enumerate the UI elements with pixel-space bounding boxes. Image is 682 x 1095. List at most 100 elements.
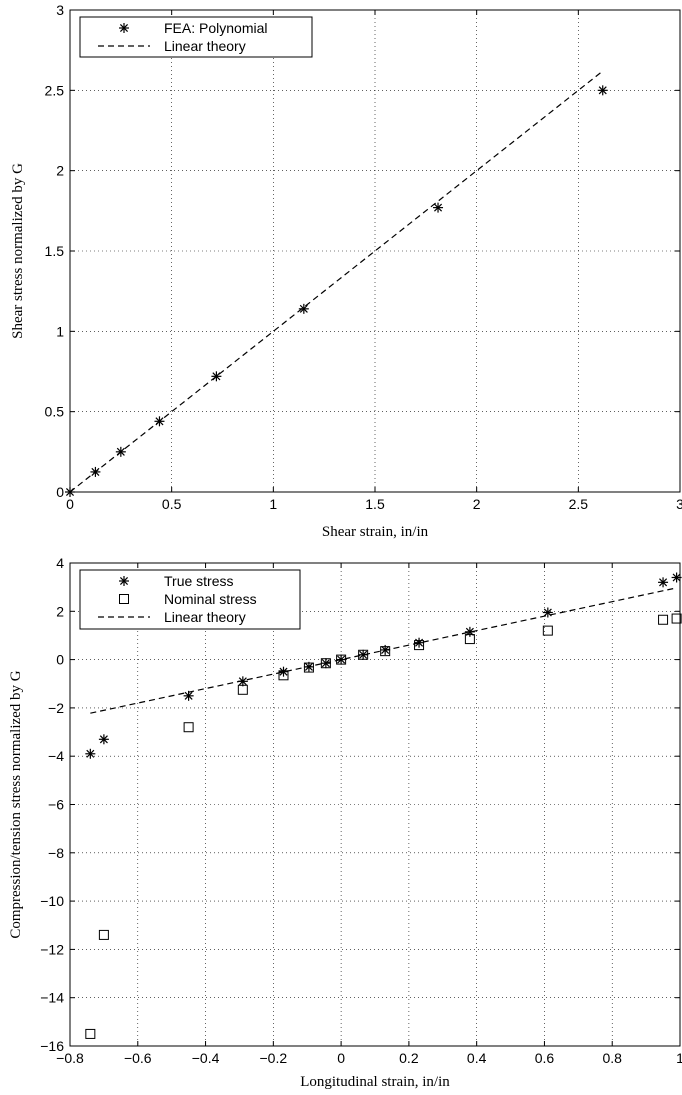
data-point-square bbox=[183, 722, 194, 733]
x-tick-label: 0 bbox=[66, 496, 74, 512]
data-point-asterisk bbox=[237, 676, 248, 687]
legend-box bbox=[79, 569, 301, 630]
y-tick-label: 3 bbox=[56, 2, 64, 18]
legend-asterisk-swatch bbox=[119, 576, 129, 586]
y-tick-label: 0 bbox=[56, 484, 64, 500]
data-point-square bbox=[671, 613, 682, 624]
legend-square-swatch bbox=[119, 594, 129, 604]
y-tick-label: −14 bbox=[40, 990, 64, 1006]
data-point-asterisk bbox=[671, 572, 682, 583]
x-tick-label: 0.8 bbox=[602, 1050, 622, 1066]
asterisk-stroke bbox=[238, 677, 247, 686]
longitudinal-stress-chart: −0.8 −0.6 −0.4 −0.2 0 0.2 0.4 0.6 0.8 1 −16 −14 −12 −… bbox=[8, 555, 682, 1090]
legend-label: Nominal stress bbox=[164, 591, 257, 607]
asterisk-stroke bbox=[184, 691, 193, 700]
x-tick-label: −0.6 bbox=[124, 1050, 152, 1066]
y-tick-label: −6 bbox=[48, 797, 64, 813]
data-point-asterisk bbox=[211, 371, 222, 382]
y-tick-label: −8 bbox=[48, 845, 64, 861]
y-tick-label: −2 bbox=[48, 700, 64, 716]
data-point-asterisk bbox=[85, 748, 96, 759]
asterisk-stroke bbox=[672, 573, 681, 582]
data-point-asterisk bbox=[278, 666, 289, 677]
series-fea-polynomial bbox=[65, 85, 608, 497]
grid-lines bbox=[70, 563, 680, 1046]
data-point-asterisk bbox=[336, 654, 347, 665]
data-point-square bbox=[303, 662, 314, 673]
x-tick-label: 0.2 bbox=[399, 1050, 419, 1066]
data-point-square bbox=[414, 640, 425, 651]
asterisk-stroke bbox=[299, 304, 308, 313]
x-axis-label: Shear strain, in/in bbox=[322, 524, 429, 540]
legend-label: True stress bbox=[164, 573, 234, 589]
x-tick-label: 0.6 bbox=[535, 1050, 555, 1066]
data-point-asterisk bbox=[98, 734, 109, 745]
y-tick-label: 2 bbox=[56, 163, 64, 179]
data-point-asterisk bbox=[658, 577, 669, 588]
data-point-asterisk bbox=[433, 202, 444, 213]
asterisk-stroke bbox=[99, 735, 108, 744]
series-linear-theory bbox=[69, 70, 604, 493]
x-tick-label: 3 bbox=[676, 496, 682, 512]
data-point-square bbox=[320, 658, 331, 669]
asterisk-stroke bbox=[434, 203, 443, 212]
legend-label: FEA: Polynomial bbox=[164, 20, 267, 36]
asterisk-stroke bbox=[119, 576, 129, 586]
asterisk-stroke bbox=[119, 23, 129, 33]
y-tick-label: 0.5 bbox=[45, 404, 65, 420]
legend-asterisk-swatch bbox=[119, 23, 129, 33]
data-point-asterisk bbox=[414, 637, 425, 648]
data-point-square bbox=[278, 670, 289, 681]
legend-label: Linear theory bbox=[164, 609, 246, 625]
x-tick-label: −0.8 bbox=[56, 1050, 84, 1066]
asterisk-stroke bbox=[543, 608, 552, 617]
y-tick-label: 2 bbox=[56, 603, 64, 619]
x-tick-label: 0.5 bbox=[162, 496, 182, 512]
legend-box bbox=[79, 16, 313, 58]
asterisk-stroke bbox=[359, 650, 368, 659]
x-tick-label: 2.5 bbox=[569, 496, 589, 512]
data-point-square bbox=[85, 1028, 96, 1039]
data-point-square bbox=[237, 684, 248, 695]
y-tick-label: 0 bbox=[56, 652, 64, 668]
data-point-square bbox=[658, 614, 669, 625]
y-tick-label: 4 bbox=[56, 555, 64, 571]
y-tick-label: 1.5 bbox=[45, 243, 65, 259]
asterisk-stroke bbox=[279, 667, 288, 676]
y-tick-label: 2.5 bbox=[45, 82, 65, 98]
data-point-square bbox=[542, 625, 553, 636]
asterisk-stroke bbox=[659, 578, 668, 587]
asterisk-stroke bbox=[337, 655, 346, 664]
data-point-asterisk bbox=[358, 649, 369, 660]
data-point-square bbox=[464, 634, 475, 645]
data-point-square bbox=[98, 929, 109, 940]
linear-theory-line bbox=[69, 70, 604, 493]
y-axis-label: Compression/tension stress normalized by… bbox=[8, 670, 24, 938]
y-tick-label: 1 bbox=[56, 323, 64, 339]
data-point-square bbox=[336, 654, 347, 665]
y-tick-label: −16 bbox=[40, 1038, 64, 1054]
y-tick-label: −12 bbox=[40, 941, 64, 957]
x-tick-label: 1 bbox=[676, 1050, 682, 1066]
asterisk-stroke bbox=[598, 86, 607, 95]
data-point-asterisk bbox=[183, 690, 194, 701]
x-tick-label: 2 bbox=[473, 496, 481, 512]
x-axis-label: Longitudinal strain, in/in bbox=[300, 1074, 450, 1090]
x-tick-label: −0.4 bbox=[192, 1050, 220, 1066]
x-tick-label: 0.4 bbox=[467, 1050, 487, 1066]
y-tick-label: −4 bbox=[48, 748, 64, 764]
legend: True stress Nominal stress Linear theory bbox=[79, 569, 301, 630]
series-nominal-stress bbox=[85, 613, 682, 1039]
asterisk-stroke bbox=[86, 749, 95, 758]
x-tick-label: 1 bbox=[269, 496, 277, 512]
shear-stress-chart: 0 0.5 1 1.5 2 2.5 3 0 0.5 1 1.5 2 2.5 3 Shear strain, … bbox=[10, 2, 682, 540]
legend: FEA: Polynomial Linear theory bbox=[79, 16, 313, 58]
y-axis-label: Shear stress normalized by G bbox=[10, 163, 26, 339]
grid-lines bbox=[70, 10, 680, 492]
data-point-asterisk bbox=[597, 85, 608, 96]
x-tick-label: −0.2 bbox=[260, 1050, 288, 1066]
x-tick-label: 0 bbox=[337, 1050, 345, 1066]
data-point-asterisk bbox=[298, 303, 309, 314]
y-tick-label: −10 bbox=[40, 893, 64, 909]
